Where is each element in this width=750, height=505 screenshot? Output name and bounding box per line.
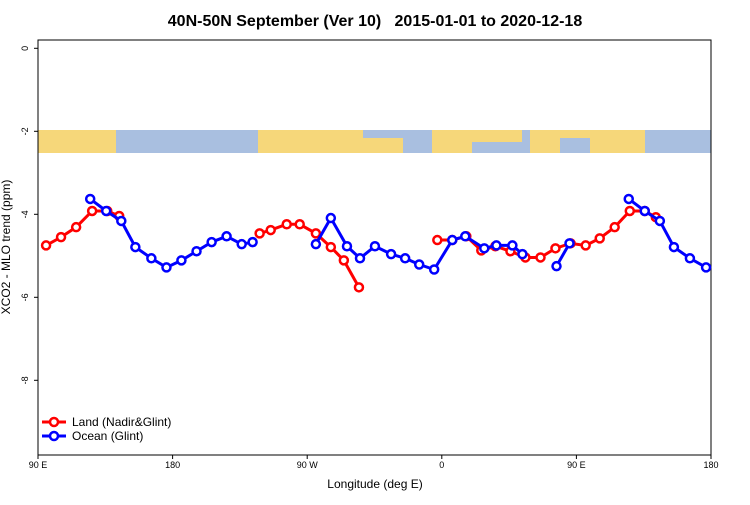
point <box>254 228 265 239</box>
point <box>684 253 696 264</box>
point <box>432 234 443 246</box>
point <box>338 255 350 266</box>
point <box>100 205 112 217</box>
point <box>161 262 172 273</box>
x-tick-label: 90 W <box>297 460 319 470</box>
point <box>385 248 397 260</box>
point <box>265 224 276 236</box>
y-tick-label: -4 <box>20 210 30 218</box>
legend-label: Land (Nadir&Glint) <box>72 415 171 429</box>
point <box>116 215 127 227</box>
point <box>221 231 232 242</box>
point <box>325 241 337 253</box>
point <box>700 262 712 273</box>
point <box>668 241 680 253</box>
x-axis-label: Longitude (deg E) <box>327 477 422 491</box>
point <box>447 234 458 246</box>
point <box>236 238 247 250</box>
plot-frame <box>37 39 712 456</box>
legend-marker <box>48 430 60 442</box>
point <box>310 238 322 250</box>
point <box>399 253 411 264</box>
point <box>369 241 381 252</box>
point <box>535 252 546 263</box>
point <box>146 253 157 264</box>
point <box>84 193 96 205</box>
legend-marker <box>48 416 60 428</box>
y-tick-label: -6 <box>20 293 30 301</box>
point <box>310 228 322 239</box>
x-tick-label: 180 <box>165 460 180 470</box>
point <box>507 240 518 251</box>
x-tick-label: 180 <box>703 460 718 470</box>
point <box>353 282 365 293</box>
point <box>130 241 141 253</box>
y-axis-label: XCO2 - MLO trend (ppm) <box>0 180 13 315</box>
legend-label: Ocean (Glint) <box>72 429 143 443</box>
point <box>639 205 650 217</box>
point <box>623 193 634 205</box>
point <box>354 253 366 264</box>
point <box>86 205 98 217</box>
point <box>281 219 292 230</box>
point <box>341 241 353 252</box>
x-tick-label: 90 E <box>567 460 586 470</box>
series <box>84 193 712 275</box>
point <box>550 243 561 254</box>
point <box>294 219 305 230</box>
point <box>176 255 187 266</box>
point <box>70 221 82 233</box>
map-strip <box>38 130 711 153</box>
point <box>564 238 575 249</box>
chart-title: 40N-50N September (Ver 10) 2015-01-01 to… <box>168 13 583 30</box>
x-tick-label: 0 <box>439 460 444 470</box>
point <box>206 236 217 248</box>
point <box>40 240 52 251</box>
x-tick-label: 90 E <box>29 460 48 470</box>
point <box>551 260 562 272</box>
point <box>413 259 425 270</box>
y-tick-label: -8 <box>20 376 30 384</box>
point <box>247 236 258 248</box>
point <box>55 231 67 243</box>
point <box>460 231 471 242</box>
point <box>191 245 202 257</box>
point <box>624 205 636 217</box>
point <box>594 233 605 244</box>
point <box>580 240 591 251</box>
point <box>428 264 440 275</box>
point <box>654 215 666 227</box>
y-tick-label: -2 <box>20 127 30 135</box>
point <box>491 240 502 251</box>
point <box>479 243 490 254</box>
point <box>609 221 620 233</box>
point <box>325 212 337 224</box>
point <box>517 248 528 260</box>
y-tick-label: 0 <box>20 46 30 51</box>
